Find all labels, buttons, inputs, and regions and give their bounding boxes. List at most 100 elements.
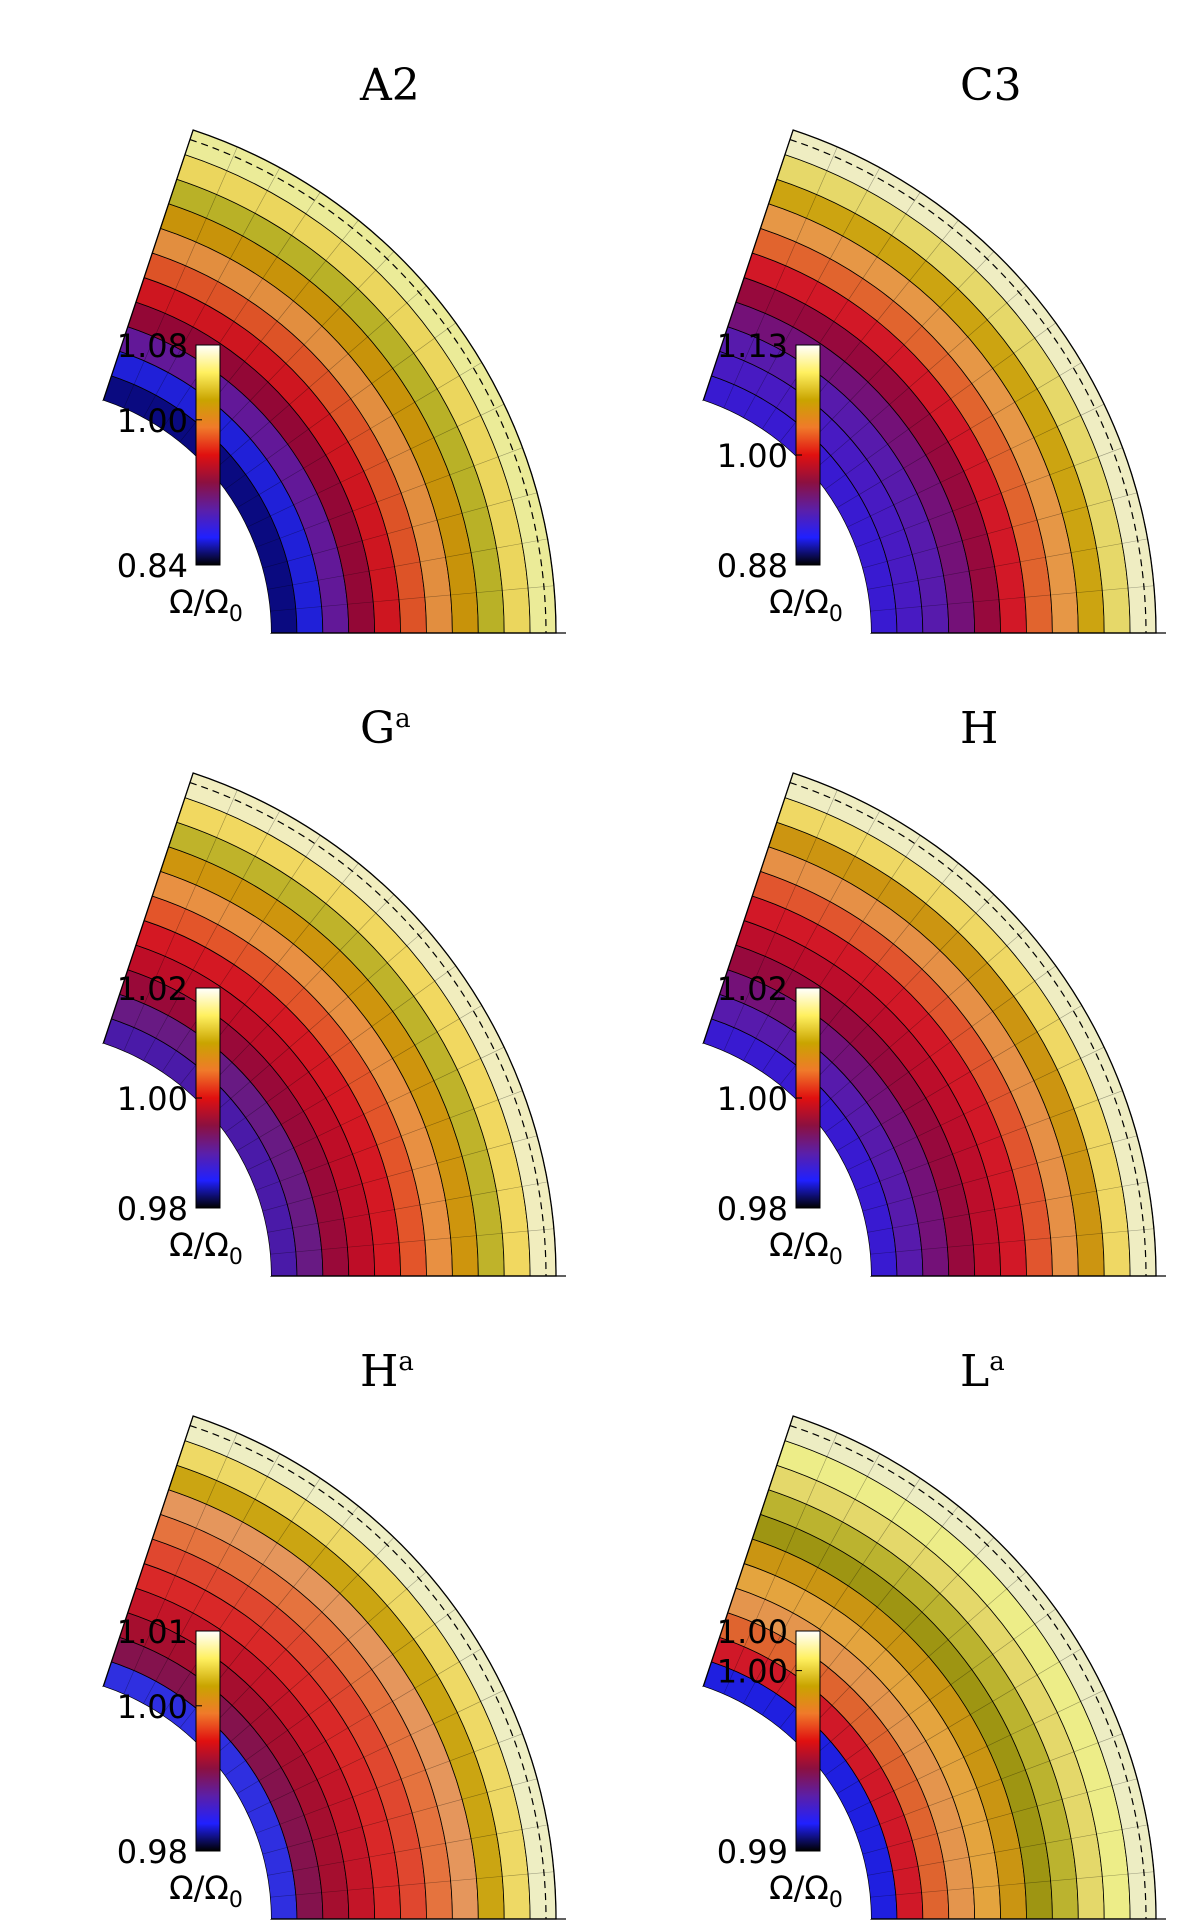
colorbar-tick-label: 1.02 (117, 970, 188, 1008)
colorbar-tick-label: 0.98 (117, 1833, 188, 1871)
contour-line (867, 1181, 1148, 1233)
contour-line (795, 1537, 995, 1743)
contour-line (161, 1478, 321, 1716)
contour-line (210, 285, 427, 473)
contour-line (246, 403, 505, 528)
colorbar-tick-label: 1.01 (117, 1613, 188, 1651)
contour-line (846, 1689, 1105, 1814)
contour-line (824, 322, 1056, 490)
colorbar (795, 1630, 821, 1852)
colorbar (195, 344, 221, 566)
contour-line (195, 251, 395, 457)
colorbar-tick-label: 0.98 (717, 1190, 788, 1228)
inner-core-blank (626, 1686, 871, 1919)
colorbar-unit-label: Ω/Ω0 (769, 1869, 843, 1913)
contour-line (836, 362, 1082, 509)
inner-core-blank (26, 1043, 271, 1276)
panel-label: H (960, 703, 998, 754)
contour-line (846, 403, 1105, 528)
contour-line (867, 1824, 1148, 1876)
contour-line (810, 285, 1027, 473)
contour-line (224, 965, 456, 1133)
contour-line (269, 1228, 554, 1255)
contour-line (836, 1648, 1082, 1795)
rotation-map-a2: A2 1.08 1.00 0.84Ω/Ω0 (26, 60, 566, 634)
colorbar-unit-label: Ω/Ω0 (769, 1226, 843, 1270)
contour-line (795, 251, 995, 457)
colorbar-tick-label: 0.84 (117, 547, 188, 585)
contour-line (869, 585, 1154, 612)
rotation-map-la: La 1.001.00 0.99Ω/Ω0 (626, 1346, 1166, 1920)
inner-core-blank (626, 1043, 871, 1276)
colorbar (195, 1630, 221, 1852)
panel-label: Ga (360, 703, 411, 754)
contour-line (269, 1871, 554, 1898)
contour-line (723, 1432, 838, 1695)
contour-line (743, 1453, 881, 1705)
dashed-reference-line (789, 1424, 1147, 1920)
contour-line (143, 1453, 281, 1705)
contour-line (161, 192, 321, 430)
contour-line (262, 492, 538, 569)
contour-line (262, 1778, 538, 1855)
rotation-map-h: H 1.02 1.00 0.98Ω/Ω0 (626, 703, 1166, 1277)
colorbar-tick-label: 0.98 (117, 1190, 188, 1228)
contour-line (224, 322, 456, 490)
contour-line (255, 447, 523, 548)
contour-line (824, 1608, 1056, 1776)
contour-line (824, 965, 1056, 1133)
contour-line (869, 1228, 1154, 1255)
dashed-reference-line (189, 1424, 547, 1920)
panel-label: A2 (359, 60, 420, 111)
contour-line (269, 585, 554, 612)
contour-line (246, 1046, 505, 1171)
contour-line (761, 192, 921, 430)
panel-h: H 1.02 1.00 0.98 Ω/Ω0 (600, 643, 1200, 1286)
colorbar-unit-label: Ω/Ω0 (169, 1226, 243, 1270)
colorbar-tick-label: 0.99 (717, 1833, 788, 1871)
contour-line (836, 1005, 1082, 1152)
panel-label: C3 (960, 60, 1022, 111)
inner-core-blank (26, 1686, 271, 1919)
contour-line (795, 894, 995, 1100)
dashed-reference-line (189, 138, 547, 634)
contour-line (236, 362, 482, 509)
colorbar-tick-label: 1.00 (717, 1613, 788, 1651)
panel-c3: C3 1.13 1.00 0.88 Ω/Ω0 (600, 0, 1200, 643)
panel-label: La (960, 1346, 1005, 1397)
contour-line (855, 1090, 1123, 1191)
colorbar-tick-label: 1.00 (717, 1080, 788, 1118)
contour-line (224, 1608, 456, 1776)
contour-line (267, 1181, 548, 1233)
contour-line (869, 1871, 1154, 1898)
contour-line (123, 146, 238, 409)
colorbar-tick-label: 1.00 (717, 1653, 788, 1691)
contour-line (867, 538, 1148, 590)
colorbar-tick-label: 1.02 (717, 970, 788, 1008)
contour-line (210, 1571, 427, 1759)
colorbar-unit-label: Ω/Ω0 (169, 583, 243, 627)
contour-line (236, 1648, 482, 1795)
contour-line (761, 835, 921, 1073)
contour-line (236, 1005, 482, 1152)
contour-line (195, 894, 395, 1100)
contour-line (267, 1824, 548, 1876)
contour-line (161, 835, 321, 1073)
contour-line (743, 167, 881, 419)
contour-line (855, 447, 1123, 548)
contour-line (262, 1135, 538, 1212)
contour-line (743, 810, 881, 1062)
contour-line (723, 146, 838, 409)
contour-line (267, 538, 548, 590)
contour-line (255, 1733, 523, 1834)
dashed-reference-line (189, 781, 547, 1277)
panel-a2: A2 1.08 1.00 0.84 Ω/Ω0 (0, 0, 600, 643)
colorbar-tick-label: 0.88 (717, 547, 788, 585)
contour-line (810, 1571, 1027, 1759)
rotation-map-c3: C3 1.13 1.00 0.88Ω/Ω0 (626, 60, 1166, 634)
contour-line (862, 1778, 1138, 1855)
panel-ha: Ha 1.01 1.00 0.98 Ω/Ω0 (0, 1286, 600, 1929)
contour-line (862, 1135, 1138, 1212)
contour-line (862, 492, 1138, 569)
